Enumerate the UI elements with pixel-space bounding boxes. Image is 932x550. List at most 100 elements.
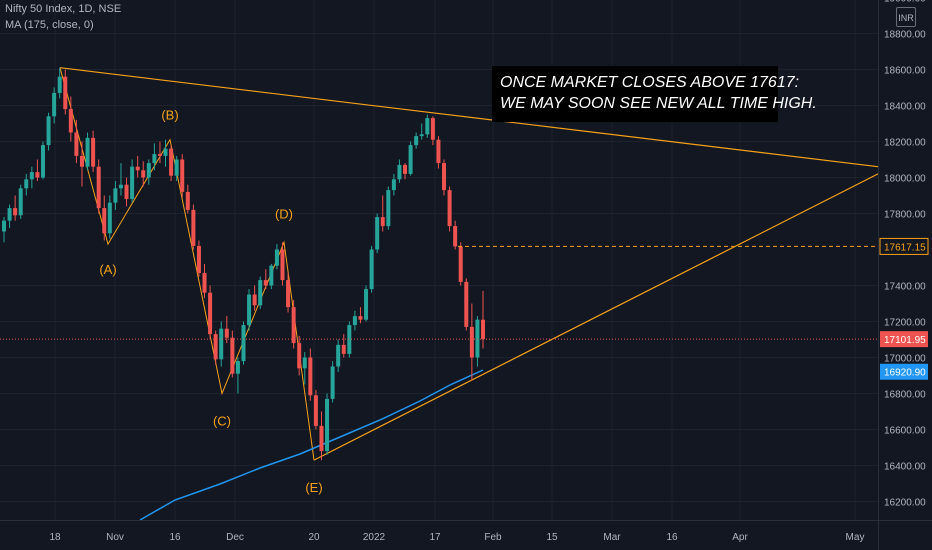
candle-body xyxy=(302,357,307,369)
candle xyxy=(235,357,240,394)
candle xyxy=(118,163,123,196)
price-tick-label: 17000.00 xyxy=(884,354,926,365)
candle xyxy=(2,217,6,243)
candle xyxy=(425,114,430,138)
time-tick-label: Mar xyxy=(603,532,621,543)
candle xyxy=(107,195,112,239)
candle xyxy=(269,263,274,290)
candle-body xyxy=(397,164,402,180)
candle xyxy=(247,289,252,331)
candle xyxy=(464,278,469,331)
candle xyxy=(174,155,179,182)
triangle-pattern xyxy=(59,67,879,461)
wave-label: (E) xyxy=(305,480,322,495)
candle xyxy=(358,307,363,324)
candle-body xyxy=(130,166,135,200)
candle-body xyxy=(213,334,218,360)
candle xyxy=(447,186,452,232)
candle xyxy=(469,303,474,381)
candle xyxy=(113,181,118,210)
candle-body xyxy=(347,325,352,354)
candle-body xyxy=(352,316,357,326)
price-tag-moving-average: 16920.90 xyxy=(880,363,928,380)
candle xyxy=(124,177,129,207)
candle-body xyxy=(464,281,469,327)
wave-labels: (A) (B) (C) (D) (E) xyxy=(99,108,322,495)
candle-body xyxy=(280,249,285,281)
price-tick-label: 18000.00 xyxy=(884,174,926,185)
currency-button[interactable]: INR xyxy=(896,7,916,27)
price-tag-text: 16920.90 xyxy=(884,368,926,379)
triangle-upper-line xyxy=(59,67,879,168)
candle xyxy=(208,285,213,340)
candle-body xyxy=(196,245,201,273)
candle-body xyxy=(375,217,380,250)
candle-body xyxy=(447,190,452,227)
candle xyxy=(40,141,45,180)
candle-body xyxy=(358,316,363,320)
candle xyxy=(224,316,229,344)
candle-body xyxy=(91,137,96,167)
candle xyxy=(146,159,151,185)
candle-body xyxy=(252,294,257,306)
candle xyxy=(35,159,40,182)
price-tag-text: 17101.95 xyxy=(884,335,926,346)
candle xyxy=(458,242,463,286)
candle xyxy=(386,186,391,230)
candles xyxy=(2,67,485,461)
candle-body xyxy=(191,209,196,246)
candle xyxy=(391,173,396,196)
symbol-title: Nifty 50 Index, 1D, NSE xyxy=(5,3,122,15)
candle-body xyxy=(269,265,274,286)
wave-label: (C) xyxy=(213,414,231,429)
candle xyxy=(57,67,62,99)
candle xyxy=(169,145,174,182)
candle xyxy=(74,119,79,164)
candle xyxy=(302,352,307,385)
time-tick-label: May xyxy=(846,532,865,543)
candle xyxy=(79,141,84,187)
candle-body xyxy=(308,357,313,396)
price-axis[interactable]: 16200.00 16400.00 16600.00 16800.00 17000.00… xyxy=(878,0,927,550)
time-tick-label: 20 xyxy=(308,532,320,543)
candle xyxy=(291,299,296,349)
candle-body xyxy=(40,145,45,178)
time-tick-label: 18 xyxy=(49,532,61,543)
time-tick-label: Apr xyxy=(732,532,748,543)
candle-body xyxy=(124,184,129,200)
candle-body xyxy=(135,166,140,171)
candle-body xyxy=(29,172,34,180)
candle xyxy=(481,290,485,349)
annotation-box: ONCE MARKET CLOSES ABOVE 17617: WE MAY S… xyxy=(492,66,817,122)
candle xyxy=(196,240,201,277)
price-tick-label: 16400.00 xyxy=(884,462,926,473)
candle-body xyxy=(13,208,18,216)
candle-body xyxy=(169,148,174,176)
candle-body xyxy=(430,118,435,140)
candle xyxy=(280,242,285,286)
candle-body xyxy=(57,76,62,93)
candle xyxy=(369,245,374,293)
candle-body xyxy=(152,154,157,164)
candle xyxy=(453,220,458,250)
candle xyxy=(230,330,235,378)
candle-body xyxy=(403,164,408,174)
candle xyxy=(325,393,330,455)
candle xyxy=(397,159,402,183)
candle xyxy=(163,139,168,167)
candle xyxy=(135,155,140,178)
candle-body xyxy=(141,170,146,178)
candle-body xyxy=(46,116,51,146)
time-axis[interactable]: 18 Nov 16 Dec 20 2022 17 Feb 15 Mar 16 Apr May xyxy=(0,520,932,544)
triangle-lower-line xyxy=(313,173,879,461)
candle-body xyxy=(425,118,430,135)
candle-body xyxy=(2,220,6,232)
candle-body xyxy=(419,134,424,137)
candle xyxy=(286,272,291,313)
price-tag-resistance: 17617.15 xyxy=(879,237,929,255)
candle xyxy=(180,154,185,198)
price-tags: 17617.15 17101.95 16920.90 xyxy=(879,237,929,380)
candle xyxy=(347,321,352,358)
wave-label: (A) xyxy=(99,262,116,277)
